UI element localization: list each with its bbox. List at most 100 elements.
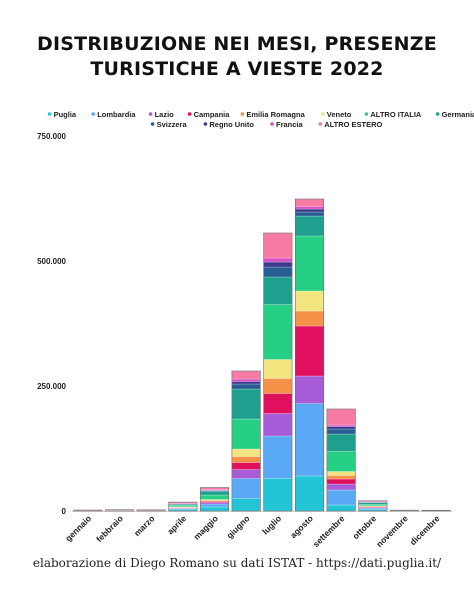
- bar-segment: [231, 478, 261, 499]
- bar-segment: [263, 276, 293, 305]
- bar-segment: [326, 504, 356, 512]
- bar-segment: [295, 211, 324, 217]
- bar-segment: [326, 426, 356, 430]
- bar-outline: [73, 509, 103, 512]
- y-tick-label: 250.000: [37, 382, 66, 391]
- x-tick-label: febbraio: [94, 513, 125, 544]
- bar-segment: [231, 448, 261, 457]
- x-tick-label: dicembre: [408, 513, 442, 547]
- bar-segment: [231, 469, 261, 479]
- bar-outline: [326, 408, 356, 512]
- legend-swatch: [91, 112, 95, 116]
- bar-segment: [295, 215, 324, 237]
- bar-segment: [200, 501, 229, 503]
- bar-segment: [358, 504, 388, 507]
- legend-label: Germania: [442, 110, 474, 119]
- bar-segment: [295, 198, 324, 207]
- bar-outline: [168, 501, 198, 512]
- x-tick-label: settembre: [311, 513, 347, 549]
- bar-segment: [263, 261, 293, 268]
- x-tick-label: marzo: [132, 513, 157, 538]
- x-tick-label: ottobre: [350, 513, 378, 541]
- x-tick-label: luglio: [260, 513, 283, 536]
- legend-label: Svizzera: [157, 120, 188, 129]
- bar-segment: [295, 290, 324, 312]
- bar-outline: [263, 232, 293, 512]
- bar-segment: [231, 388, 261, 420]
- bar-segment: [295, 325, 324, 377]
- bar-segment: [326, 471, 356, 476]
- legend-swatch: [203, 122, 208, 126]
- bar-segment: [263, 393, 293, 414]
- legend-swatch: [187, 112, 192, 116]
- bar-segment: [200, 494, 229, 500]
- bar-segment: [200, 503, 229, 508]
- bar-outline: [136, 509, 166, 512]
- bar-segment: [263, 435, 293, 479]
- legend-label: ALTRO ITALIA: [370, 110, 422, 119]
- bar-segment: [263, 378, 293, 394]
- bar-segment: [326, 424, 356, 427]
- legend-label: Francia: [276, 120, 304, 129]
- bar-segment: [326, 475, 356, 480]
- x-tick-label: giugno: [224, 513, 251, 540]
- bar-segment: [326, 451, 356, 472]
- bar-segment: [168, 505, 198, 507]
- bar-outline: [231, 370, 261, 512]
- bar-segment: [231, 456, 261, 463]
- bar-segment: [326, 433, 356, 452]
- x-tick-label: gennaio: [63, 513, 93, 543]
- bar-outline: [389, 509, 420, 512]
- bar-outline: [104, 509, 135, 512]
- bar-segment: [263, 304, 293, 360]
- chart-title-line-1: DISTRIBUZIONE NEI MESI, PRESENZE: [37, 33, 437, 55]
- legend-swatch: [270, 122, 274, 126]
- legend-label: ALTRO ESTERO: [324, 120, 382, 129]
- bar-segment: [263, 413, 293, 437]
- legend-swatch: [148, 112, 153, 116]
- bar-segment: [326, 483, 356, 491]
- legend-label: Puglia: [54, 110, 77, 119]
- bar-segment: [295, 235, 324, 292]
- x-tick-label: novembre: [374, 513, 410, 549]
- legend-label: Emilia Romagna: [246, 110, 305, 119]
- legend-swatch: [240, 112, 245, 116]
- bar-segment: [326, 428, 356, 435]
- bar-outline: [199, 487, 230, 512]
- chart-title-line-2: TURISTICHE A VIESTE 2022: [90, 58, 384, 80]
- bar-segment: [263, 232, 293, 259]
- legend-swatch: [47, 112, 52, 116]
- bar-segment: [231, 370, 261, 380]
- bar-segment: [200, 506, 229, 512]
- legend-swatch: [321, 112, 325, 116]
- x-tick-label: aprile: [165, 513, 188, 536]
- bar-segment: [200, 502, 229, 505]
- bar-segment: [231, 498, 261, 512]
- legend-label: Campania: [194, 110, 231, 119]
- legend-label: Lazio: [155, 110, 175, 119]
- y-tick-label: 0: [62, 507, 67, 516]
- legend-swatch: [364, 112, 369, 116]
- bar-outline: [294, 198, 325, 512]
- legend-label: Veneto: [327, 110, 352, 119]
- bar-segment: [200, 499, 229, 501]
- bar-segment: [295, 375, 324, 404]
- x-tick-label: agosto: [288, 513, 315, 540]
- legend-label: Regno Unito: [209, 120, 254, 129]
- bar-segment: [263, 478, 293, 512]
- bar-segment: [200, 500, 229, 502]
- y-tick-label: 500.000: [37, 257, 66, 266]
- bar-segment: [326, 478, 356, 485]
- bar-segment: [231, 383, 261, 390]
- y-tick-label: 750.000: [37, 132, 66, 141]
- bar-segment: [231, 378, 261, 382]
- bar-segment: [295, 310, 324, 327]
- bar-segment: [358, 508, 388, 510]
- bar-segment: [263, 266, 293, 278]
- legend-swatch: [150, 122, 155, 126]
- bar-segment: [295, 403, 324, 477]
- legend-label: Lombardia: [97, 110, 136, 119]
- bar-segment: [231, 418, 261, 450]
- bar-segment: [326, 489, 356, 506]
